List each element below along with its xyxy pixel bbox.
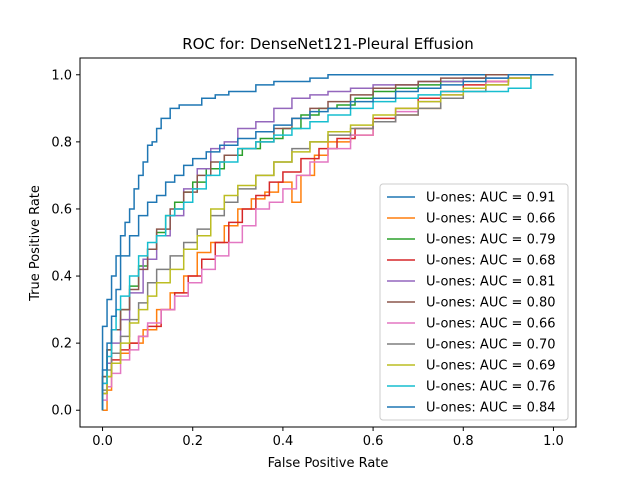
- y-axis-label: True Positive Rate: [28, 185, 43, 302]
- legend-box: [379, 183, 569, 421]
- legend-label-5: U-ones: AUC = 0.81: [426, 275, 556, 290]
- legend-label-10: U-ones: AUC = 0.76: [426, 380, 556, 395]
- legend-label-7: U-ones: AUC = 0.66: [426, 317, 556, 332]
- chart-title: ROC for: DenseNet121-Pleural Effusion: [182, 35, 474, 53]
- roc-series-line-11: [101, 74, 554, 411]
- legend-label-11: U-ones: AUC = 0.84: [426, 401, 556, 416]
- legend-label-8: U-ones: AUC = 0.70: [426, 338, 556, 353]
- x-tick-label: 0.0: [92, 434, 113, 449]
- legend: U-ones: AUC = 0.91 U-ones: AUC = 0.66 U-on…: [379, 183, 569, 421]
- legend-label-4: U-ones: AUC = 0.68: [426, 254, 556, 269]
- y-tick-label: 0.6: [51, 202, 72, 217]
- legend-label-9: U-ones: AUC = 0.69: [426, 359, 556, 374]
- x-axis-label: False Positive Rate: [268, 456, 389, 471]
- roc-series-line-10: [101, 74, 554, 411]
- y-axis: 0.0 0.2 0.4 0.6 0.8 1.0: [51, 68, 80, 419]
- legend-label-3: U-ones: AUC = 0.79: [426, 233, 556, 248]
- roc-series-line-3: [101, 74, 554, 411]
- y-tick-label: 0.2: [51, 337, 72, 352]
- x-tick-label: 0.4: [273, 434, 294, 449]
- legend-label-6: U-ones: AUC = 0.80: [426, 296, 556, 311]
- x-axis: 0.0 0.2 0.4 0.6 0.8 1.0: [92, 427, 564, 449]
- roc-series-line-1: [101, 74, 554, 411]
- y-tick-label: 0.0: [51, 404, 72, 419]
- y-tick-label: 0.4: [51, 270, 72, 285]
- x-tick-label: 1.0: [543, 434, 564, 449]
- x-tick-label: 0.8: [453, 434, 474, 449]
- x-tick-label: 0.2: [182, 434, 203, 449]
- y-tick-label: 0.8: [51, 135, 72, 150]
- plot-area: [101, 74, 554, 411]
- x-tick-label: 0.6: [363, 434, 384, 449]
- y-tick-label: 1.0: [51, 68, 72, 83]
- legend-label-2: U-ones: AUC = 0.66: [426, 212, 556, 227]
- axes-frame: [79, 57, 577, 428]
- roc-series-line-9: [101, 74, 554, 411]
- legend-label-1: U-ones: AUC = 0.91: [426, 191, 556, 206]
